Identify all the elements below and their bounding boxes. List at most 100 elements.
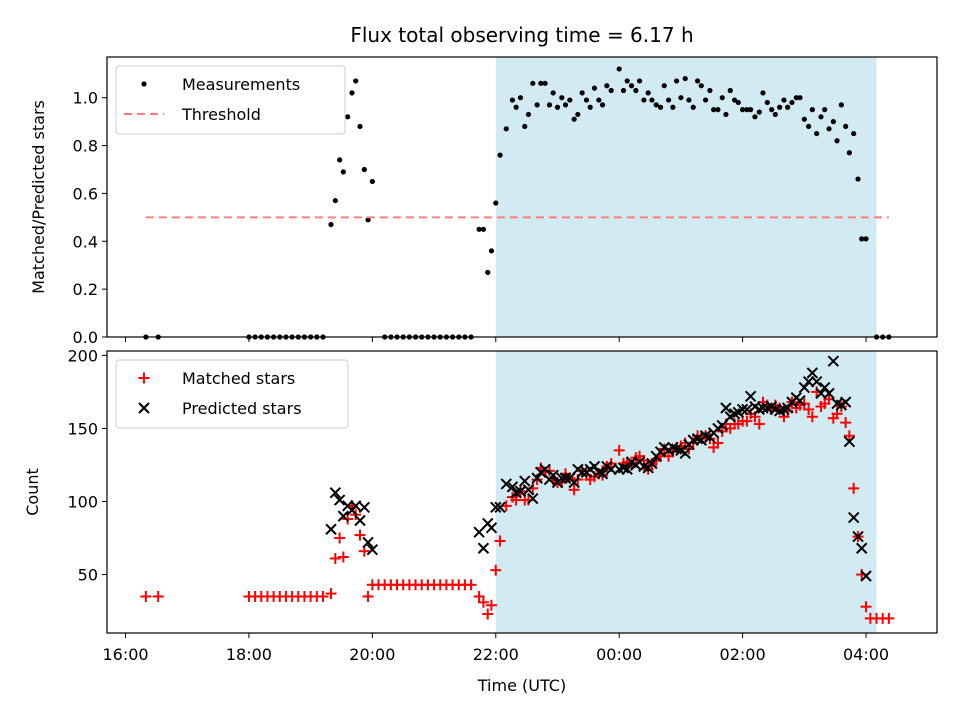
data-point — [826, 126, 832, 132]
data-point — [728, 408, 741, 420]
data-point — [846, 150, 852, 156]
data-point — [328, 221, 334, 228]
data-point — [764, 99, 770, 106]
data-point — [727, 87, 733, 94]
data-point — [649, 97, 655, 103]
data-point — [691, 432, 704, 445]
data-point — [497, 152, 503, 158]
legend: Matched stars Predicted stars — [115, 359, 349, 429]
data-point — [591, 85, 598, 91]
data-point — [334, 532, 346, 544]
y-tick-label: 1.0 — [73, 89, 98, 108]
series-measurements — [143, 66, 892, 340]
data-point — [358, 501, 371, 514]
data-point — [711, 107, 717, 113]
data-point — [329, 552, 341, 564]
data-point — [678, 95, 684, 101]
y-tick-label: 0.8 — [73, 137, 98, 156]
data-point — [494, 535, 506, 547]
data-point — [354, 529, 366, 541]
data-point — [559, 95, 565, 101]
data-point — [856, 542, 868, 554]
data-point — [628, 83, 635, 89]
y-tick-label: 0.0 — [73, 328, 98, 347]
data-point — [863, 236, 869, 242]
data-point — [562, 102, 569, 108]
data-point — [617, 462, 630, 474]
data-point — [843, 123, 849, 130]
data-point — [568, 476, 580, 489]
y-axis-label: Matched/Predicted stars — [29, 100, 48, 294]
observing-window-shade — [495, 57, 877, 337]
data-point — [568, 484, 580, 496]
plot-frame — [106, 350, 938, 634]
data-point — [756, 109, 762, 115]
data-point — [473, 590, 485, 602]
data-point — [152, 590, 164, 602]
data-point — [859, 236, 865, 242]
data-point — [583, 97, 590, 103]
data-point — [698, 83, 704, 89]
data-point — [354, 514, 366, 527]
data-point — [769, 107, 775, 113]
data-point — [369, 178, 375, 185]
data-point — [140, 590, 152, 602]
panel-ratio: 0.0 0.2 0.4 0.6 0.8 1.0 Measurements Threshold F… — [29, 23, 938, 347]
data-point — [645, 90, 651, 96]
data-point — [702, 97, 709, 103]
data-point — [830, 119, 836, 125]
data-point — [753, 418, 765, 430]
data-point — [838, 102, 844, 108]
data-point — [513, 104, 519, 110]
legend-box — [115, 359, 349, 429]
data-point — [667, 441, 679, 454]
data-point — [519, 475, 531, 487]
data-point — [719, 95, 725, 101]
data-point — [593, 466, 605, 478]
data-point — [781, 402, 794, 414]
data-point — [604, 83, 610, 89]
data-point — [809, 107, 815, 113]
data-point — [576, 466, 588, 478]
data-point — [720, 402, 732, 414]
x-tick-label: 18:00 — [226, 645, 272, 664]
data-point — [860, 570, 872, 582]
data-point — [488, 248, 495, 254]
data-point — [476, 226, 482, 232]
data-point — [781, 97, 787, 103]
data-point — [843, 435, 856, 448]
data-point — [748, 107, 754, 113]
y-tick-label: 50 — [78, 566, 98, 585]
legend-label: Threshold — [181, 105, 261, 124]
series-predicted-stars — [325, 355, 872, 582]
data-point — [522, 484, 535, 496]
data-point — [525, 111, 532, 118]
data-point — [653, 102, 659, 108]
data-point — [682, 75, 688, 82]
data-point — [798, 381, 811, 394]
data-point — [337, 551, 349, 563]
data-point — [493, 200, 499, 206]
data-point — [855, 176, 861, 182]
data-point — [332, 197, 338, 204]
data-point — [620, 87, 627, 94]
data-point — [694, 78, 701, 84]
data-point — [840, 417, 852, 429]
data-point — [362, 590, 374, 602]
data-point — [361, 166, 367, 173]
x-tick-label: 04:00 — [843, 645, 889, 664]
data-point — [740, 107, 746, 113]
data-point — [834, 138, 840, 144]
data-point — [785, 104, 791, 110]
data-point — [365, 217, 371, 223]
data-point — [641, 97, 647, 103]
data-point — [333, 494, 346, 506]
data-point — [539, 463, 551, 476]
data-point — [744, 107, 750, 113]
data-point — [712, 437, 724, 449]
data-point — [772, 111, 778, 118]
legend-swatch — [141, 81, 147, 87]
y-axis-label: Count — [23, 468, 42, 516]
data-point — [851, 130, 857, 137]
